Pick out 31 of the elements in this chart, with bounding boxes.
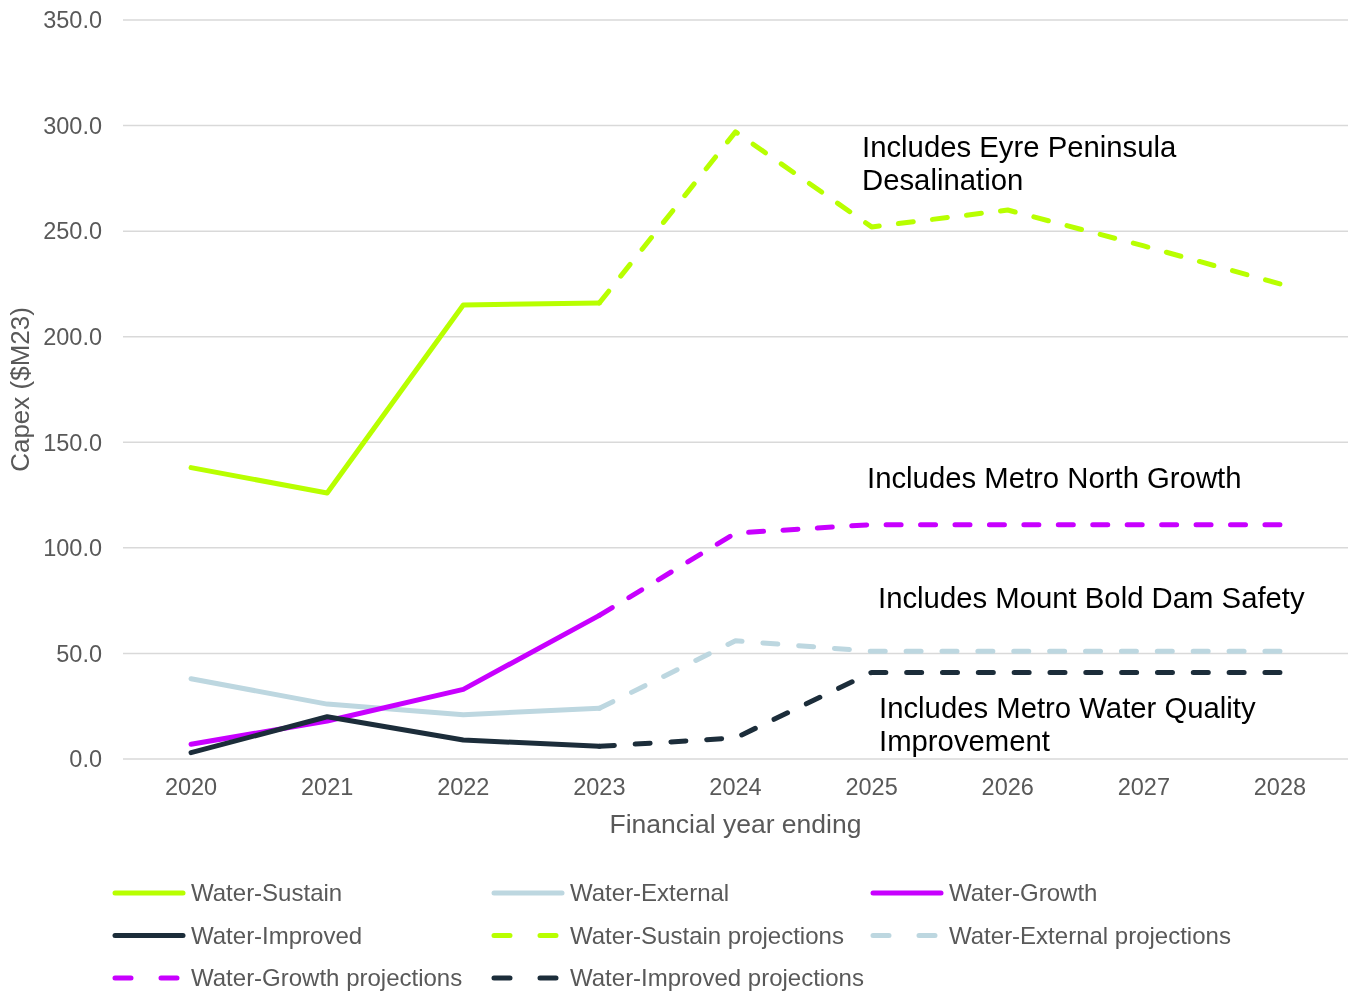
y-tick-label: 0.0 xyxy=(69,746,102,773)
y-tick-label: 150.0 xyxy=(43,429,102,456)
legend-label: Water-Sustain projections xyxy=(570,921,844,949)
x-tick-label: 2028 xyxy=(1253,774,1307,801)
legend-label: Water-Growth xyxy=(949,879,1098,907)
y-tick-label: 100.0 xyxy=(43,535,102,562)
y-tick-label: 300.0 xyxy=(43,112,102,139)
annotation: Includes Metro North Growth xyxy=(867,461,1242,495)
x-tick-label: 2021 xyxy=(301,774,354,801)
legend-label: Water-External projections xyxy=(949,921,1231,949)
x-tick-label: 2020 xyxy=(164,774,218,801)
x-tick-label: 2022 xyxy=(437,774,490,801)
y-tick-label: 200.0 xyxy=(43,323,102,350)
y-tick-label: 250.0 xyxy=(43,218,102,245)
annotation: Includes Mount Bold Dam Safety xyxy=(878,581,1305,615)
x-tick-label: 2024 xyxy=(709,774,762,801)
legend-label: Water-Improved xyxy=(191,921,363,949)
legend-label: Water-Sustain xyxy=(191,879,343,907)
legend-label: Water-External xyxy=(570,879,730,907)
x-tick-label: 2023 xyxy=(573,774,626,801)
annotation: Includes Metro Water Quality Improvement xyxy=(879,691,1257,758)
annotation: Includes Eyre Peninsula Desalination xyxy=(862,130,1178,197)
x-tick-label: 2026 xyxy=(981,774,1034,801)
x-axis-title: Financial year ending xyxy=(609,809,862,840)
x-tick-label: 2025 xyxy=(845,774,898,801)
legend-label: Water-Improved projections xyxy=(570,964,864,991)
y-tick-label: 350.0 xyxy=(43,7,102,34)
y-tick-label: 50.0 xyxy=(56,640,102,667)
x-tick-label: 2027 xyxy=(1117,774,1170,801)
y-axis-title: Capex ($M23) xyxy=(5,307,36,472)
legend-label: Water-Growth projections xyxy=(191,964,463,991)
